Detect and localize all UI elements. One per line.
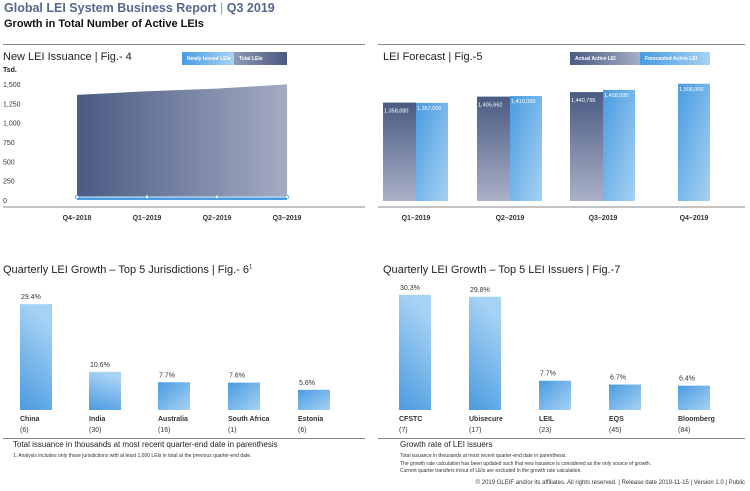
forecast-bar	[603, 89, 635, 201]
count-label: (17)	[469, 427, 481, 434]
y-tick-label: 0	[3, 198, 7, 205]
bar-label: 29.4%	[21, 294, 41, 301]
category-label: Bloomberg	[678, 416, 715, 423]
bar-label: 10.6%	[90, 362, 110, 369]
y-tick-label: 1,000	[3, 121, 21, 128]
fig4-title: New LEI Issuance | Fig.- 4	[3, 51, 132, 63]
legend-forecast: Forecasted Active LEI	[640, 52, 710, 65]
growth-bar	[89, 371, 121, 410]
growth-bar	[158, 382, 190, 410]
x-tick-label: Q1–2019	[402, 215, 431, 222]
count-label: (16)	[158, 427, 170, 434]
bar-label: 1,506,000	[679, 87, 703, 93]
fig4-legend: Newly Issued LEIs Total LEIs	[182, 52, 287, 65]
page-subtitle: Growth in Total Number of Active LEIs	[4, 18, 204, 30]
fig6-title: Quarterly LEI Growth – Top 5 Jurisdictio…	[3, 264, 253, 276]
footer: © 2019 GLEIF and/or its affiliates. All …	[475, 480, 745, 486]
growth-bar	[469, 296, 501, 410]
growth-bar	[539, 380, 571, 410]
x-tick-label: Q3–2019	[589, 215, 618, 222]
total-leis-area	[77, 84, 287, 200]
category-label: China	[20, 416, 40, 423]
category-label: CFSTC	[399, 416, 422, 423]
divider	[378, 438, 745, 439]
divider	[3, 438, 365, 439]
bar-label: 1,405,662	[478, 103, 502, 109]
bar-label: 1,458,000	[604, 93, 628, 99]
category-label: Estonia	[298, 416, 323, 423]
count-label: (30)	[89, 427, 101, 434]
x-tick-label: Q1–2019	[133, 215, 162, 222]
bar-label: 7.7%	[159, 372, 175, 379]
growth-bar	[678, 385, 710, 410]
category-label: Ubisecure	[469, 416, 503, 423]
data-point	[214, 194, 220, 200]
y-tick-label: 500	[3, 159, 15, 166]
count-label: (1)	[228, 427, 237, 434]
count-label: (6)	[298, 427, 307, 434]
bar-label: 6.7%	[610, 375, 626, 382]
bar-label: 6.4%	[679, 376, 695, 383]
growth-bar	[20, 304, 52, 410]
growth-bar	[399, 294, 431, 410]
bar-label: 29.8%	[470, 287, 490, 294]
bar-label: 30.3%	[400, 285, 420, 292]
x-tick-label: Q4–2018	[63, 215, 92, 222]
count-label: (6)	[20, 427, 29, 434]
fig6-note: Total issuance in thousands at most rece…	[13, 440, 278, 449]
bar-label: 1,358,880	[384, 109, 408, 115]
fig7-title: Quarterly LEI Growth – Top 5 LEI Issuers…	[383, 264, 621, 276]
count-label: (7)	[399, 427, 408, 434]
legend-newly-issued: Newly Issued LEIs	[182, 52, 234, 65]
x-tick-label: Q2–2019	[496, 215, 525, 222]
report-title: Global LEI System Business Report | Q3 2…	[4, 1, 275, 15]
bar-label: 7.7%	[540, 371, 556, 378]
y-tick-label: 1,500	[3, 82, 21, 89]
fig7-note: Growth rate of LEI issuers	[400, 440, 493, 449]
data-point	[74, 194, 80, 200]
legend-actual: Actual Active LEI	[570, 52, 640, 65]
category-label: EQS	[609, 416, 624, 423]
bar-label: 5.6%	[299, 380, 315, 387]
count-label: (45)	[609, 427, 621, 434]
growth-bar	[228, 382, 260, 410]
x-tick-label: Q3–2019	[273, 215, 302, 222]
bar-label: 1,440,795	[571, 98, 595, 104]
x-tick-label: Q4–2019	[680, 215, 709, 222]
category-label: South Africa	[228, 416, 269, 423]
fig5-title: LEI Forecast | Fig.-5	[383, 51, 483, 63]
forecast-bar	[416, 102, 448, 201]
category-label: Australia	[158, 416, 188, 423]
fig4-ylabel: Tsd.	[3, 67, 17, 74]
category-label: LEIL	[539, 416, 555, 423]
legend-total: Total LEIs	[234, 52, 287, 65]
y-tick-label: 250	[3, 179, 15, 186]
bar-label: 1,357,000	[417, 106, 441, 112]
bar-label: 1,410,000	[511, 99, 535, 105]
x-tick-label: Q2–2019	[203, 215, 232, 222]
forecast-bar	[510, 96, 542, 201]
forecast-bar	[678, 83, 710, 201]
fig5-legend: Actual Active LEI Forecasted Active LEI	[570, 52, 710, 65]
y-tick-label: 750	[3, 140, 15, 147]
divider	[378, 44, 745, 45]
bar-label: 7.6%	[229, 373, 245, 380]
actual-bar	[570, 92, 603, 201]
newly-issued-area	[77, 197, 287, 200]
growth-bar	[298, 389, 330, 410]
data-point	[144, 194, 150, 200]
y-tick-label: 1,250	[3, 101, 21, 108]
category-label: India	[89, 416, 105, 423]
data-point	[284, 194, 290, 200]
growth-bar	[609, 384, 641, 410]
divider	[3, 44, 365, 45]
fig6-footnote: 1. Analysis includes only those jurisdic…	[13, 453, 252, 459]
actual-bar	[477, 96, 510, 201]
actual-bar	[383, 102, 416, 201]
count-label: (84)	[678, 427, 690, 434]
fig7-footnote2: The growth rate calculation has been upd…	[400, 461, 651, 474]
fig7-footnote: Total issuance in thousands at most rece…	[400, 453, 567, 459]
count-label: (23)	[539, 427, 551, 434]
